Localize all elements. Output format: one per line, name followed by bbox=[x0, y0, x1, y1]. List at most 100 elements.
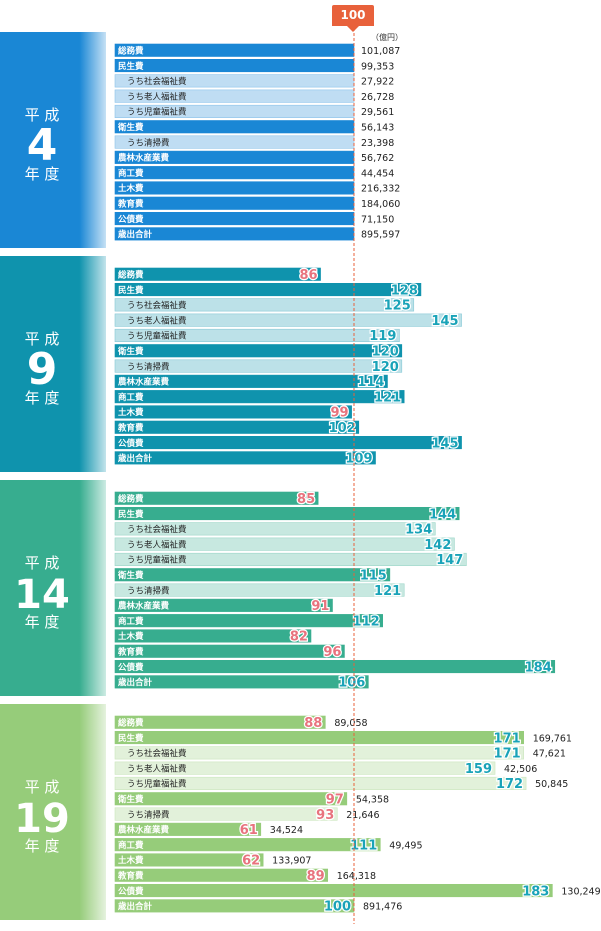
value-label: 895,597 bbox=[361, 230, 400, 241]
bar bbox=[114, 868, 329, 882]
category-label: 民生費 bbox=[118, 61, 144, 72]
category-label: 民生費 bbox=[118, 733, 144, 744]
value-label: 47,621 bbox=[533, 749, 566, 760]
bar bbox=[114, 761, 496, 775]
bar bbox=[114, 730, 524, 745]
panel-label-number: 14 bbox=[14, 572, 70, 618]
panel-label-bottom: 年 度 bbox=[25, 613, 60, 631]
bar bbox=[114, 135, 355, 149]
category-label: 公債費 bbox=[118, 214, 144, 225]
bar bbox=[114, 267, 321, 281]
category-label: 衛生費 bbox=[117, 346, 144, 357]
bar bbox=[114, 675, 369, 689]
reference-marker: 100 bbox=[332, 5, 374, 32]
value-label: 27,922 bbox=[361, 77, 394, 88]
category-label: うち児童福祉費 bbox=[127, 107, 187, 118]
index-label: 91 bbox=[311, 599, 329, 614]
category-label: 歳出合計 bbox=[117, 901, 153, 912]
bar bbox=[114, 491, 319, 505]
bar bbox=[114, 822, 262, 836]
bar bbox=[114, 451, 376, 465]
bar bbox=[114, 328, 400, 343]
bar bbox=[114, 196, 355, 210]
value-label: 44,454 bbox=[361, 168, 394, 179]
panel-label-top: 平 成 bbox=[25, 554, 60, 572]
bar bbox=[114, 552, 467, 567]
bar bbox=[114, 181, 355, 195]
index-label: 145 bbox=[431, 436, 458, 451]
value-label: 26,728 bbox=[361, 92, 394, 103]
value-label: 56,143 bbox=[361, 123, 394, 134]
index-label: 102 bbox=[329, 421, 356, 436]
panel-sidebar bbox=[0, 704, 106, 920]
category-label: うち清掃費 bbox=[127, 585, 170, 596]
category-label: 衛生費 bbox=[117, 570, 144, 581]
category-label: うち社会福祉費 bbox=[127, 76, 187, 87]
category-label: 総務費 bbox=[118, 718, 144, 729]
index-label: 144 bbox=[429, 507, 456, 522]
panel-label-number: 19 bbox=[14, 796, 70, 842]
index-label: 112 bbox=[353, 614, 380, 629]
index-label: 115 bbox=[360, 569, 387, 584]
index-label: 88 bbox=[304, 716, 322, 731]
category-label: 土木費 bbox=[118, 407, 144, 418]
panel-sidebar bbox=[0, 32, 106, 248]
value-label: 23,398 bbox=[361, 138, 394, 149]
bar bbox=[114, 792, 348, 806]
category-label: 衛生費 bbox=[117, 122, 144, 133]
index-label: 96 bbox=[323, 645, 341, 660]
index-label: 114 bbox=[357, 375, 384, 390]
index-label: 171 bbox=[494, 747, 521, 762]
index-label: 171 bbox=[494, 731, 521, 746]
index-label: 125 bbox=[384, 299, 411, 314]
category-label: 総務費 bbox=[118, 494, 144, 505]
category-label: うち清掃費 bbox=[127, 809, 170, 820]
index-label: 120 bbox=[372, 360, 399, 375]
category-label: 民生費 bbox=[118, 285, 144, 296]
category-label: うち児童福祉費 bbox=[127, 779, 187, 790]
index-label: 142 bbox=[424, 538, 451, 553]
category-label: 歳出合計 bbox=[117, 453, 153, 464]
bar bbox=[114, 715, 326, 729]
category-label: 土木費 bbox=[118, 631, 144, 642]
bar bbox=[114, 298, 415, 312]
category-label: 農林水産業費 bbox=[118, 153, 170, 164]
category-label: 公債費 bbox=[118, 886, 144, 897]
bar bbox=[114, 807, 338, 821]
panel-label-number: 4 bbox=[27, 120, 58, 171]
index-label: 106 bbox=[338, 676, 365, 691]
category-label: うち社会福祉費 bbox=[127, 300, 187, 311]
value-label: 101,087 bbox=[361, 46, 400, 57]
bar bbox=[114, 537, 455, 551]
bar bbox=[114, 659, 556, 674]
index-label: 120 bbox=[372, 345, 399, 360]
bar bbox=[114, 629, 312, 643]
index-label: 89 bbox=[307, 869, 325, 884]
value-label: 34,524 bbox=[270, 825, 303, 836]
panel-label-top: 平 成 bbox=[25, 778, 60, 796]
index-label: 172 bbox=[496, 777, 523, 792]
bar bbox=[114, 104, 355, 118]
panel-label-top: 平 成 bbox=[25, 330, 60, 348]
category-label: 教育費 bbox=[117, 423, 144, 434]
bar bbox=[114, 150, 355, 164]
bar bbox=[114, 644, 345, 658]
category-label: 総務費 bbox=[118, 270, 144, 281]
category-label: 教育費 bbox=[117, 199, 144, 210]
category-label: うち児童福祉費 bbox=[127, 331, 187, 342]
value-label: 133,907 bbox=[272, 856, 311, 867]
bar bbox=[114, 89, 355, 103]
category-label: 民生費 bbox=[118, 509, 144, 520]
bar bbox=[114, 838, 381, 852]
bar bbox=[114, 120, 355, 134]
index-label: 111 bbox=[350, 838, 377, 853]
index-label: 93 bbox=[316, 808, 334, 823]
category-label: うち老人福祉費 bbox=[127, 315, 187, 326]
bar bbox=[114, 522, 436, 536]
bar bbox=[114, 746, 524, 760]
value-label: 89,058 bbox=[334, 718, 367, 729]
bar bbox=[114, 506, 460, 521]
panel-label-number: 9 bbox=[27, 344, 58, 395]
panel-sidebar bbox=[0, 256, 106, 472]
